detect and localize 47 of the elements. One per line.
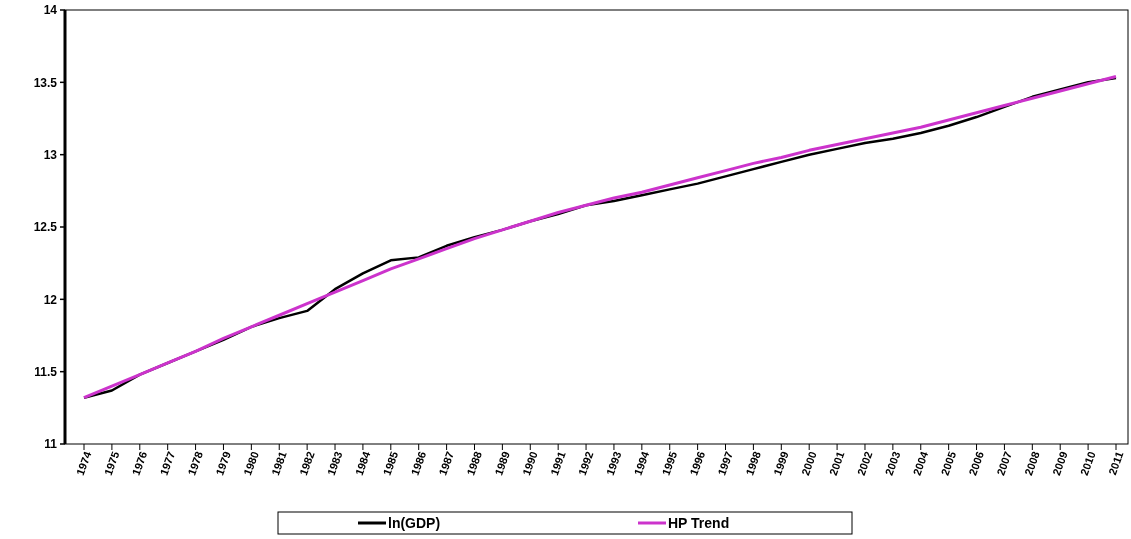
y-tick-label: 13.5 xyxy=(33,75,58,90)
x-tick-label: 1985 xyxy=(380,449,401,478)
y-tick-label: 12.5 xyxy=(33,220,58,235)
x-tick-label: 1998 xyxy=(743,449,763,478)
x-tick-label: 1978 xyxy=(185,449,206,478)
x-tick-label: 1999 xyxy=(771,449,791,478)
x-tick-label: 1979 xyxy=(213,449,233,478)
x-tick-label: 2006 xyxy=(966,449,987,478)
y-tick-label: 12 xyxy=(43,292,58,307)
x-tick-label: 1974 xyxy=(73,449,94,478)
x-tick-label: 1988 xyxy=(464,449,484,478)
x-tick-label: 2000 xyxy=(799,449,819,478)
x-tick-label: 1984 xyxy=(352,449,373,478)
legend-label: ln(GDP) xyxy=(388,514,441,531)
x-tick-label: 2007 xyxy=(994,449,1014,478)
x-tick-label: 1992 xyxy=(575,449,596,478)
x-tick-label: 1990 xyxy=(520,449,540,478)
x-tick-label: 1997 xyxy=(715,449,736,478)
x-tick-label: 2010 xyxy=(1077,449,1098,478)
x-tick-label: 2008 xyxy=(1022,449,1042,478)
x-tick-label: 1989 xyxy=(492,449,512,478)
x-tick-label: 1993 xyxy=(603,449,624,478)
x-tick-label: 1986 xyxy=(408,449,429,478)
x-tick-label: 1980 xyxy=(241,449,261,478)
x-tick-label: 2009 xyxy=(1050,449,1070,478)
x-tick-label: 2005 xyxy=(938,449,959,478)
x-tick-label: 1996 xyxy=(687,449,708,478)
y-tick-label: 14 xyxy=(43,3,58,18)
legend-label: HP Trend xyxy=(668,514,730,531)
x-tick-label: 2004 xyxy=(910,449,931,478)
x-tick-label: 1991 xyxy=(548,449,568,478)
x-tick-label: 2011 xyxy=(1106,449,1126,477)
x-tick-label: 1977 xyxy=(157,449,178,478)
y-tick-label: 11.5 xyxy=(34,364,58,379)
x-tick-label: 2001 xyxy=(826,449,847,478)
y-tick-label: 11 xyxy=(44,437,58,452)
x-tick-label: 1982 xyxy=(296,449,317,478)
x-tick-label: 1995 xyxy=(659,449,680,478)
x-tick-label: 1975 xyxy=(101,449,122,478)
x-tick-label: 1976 xyxy=(129,449,150,478)
x-tick-label: 2003 xyxy=(882,449,903,478)
x-tick-label: 1983 xyxy=(324,449,345,478)
x-tick-label: 2002 xyxy=(854,449,875,478)
x-tick-label: 1981 xyxy=(269,449,289,478)
y-tick-label: 13 xyxy=(43,147,58,162)
x-tick-label: 1987 xyxy=(436,449,457,478)
x-tick-label: 1994 xyxy=(631,449,652,478)
